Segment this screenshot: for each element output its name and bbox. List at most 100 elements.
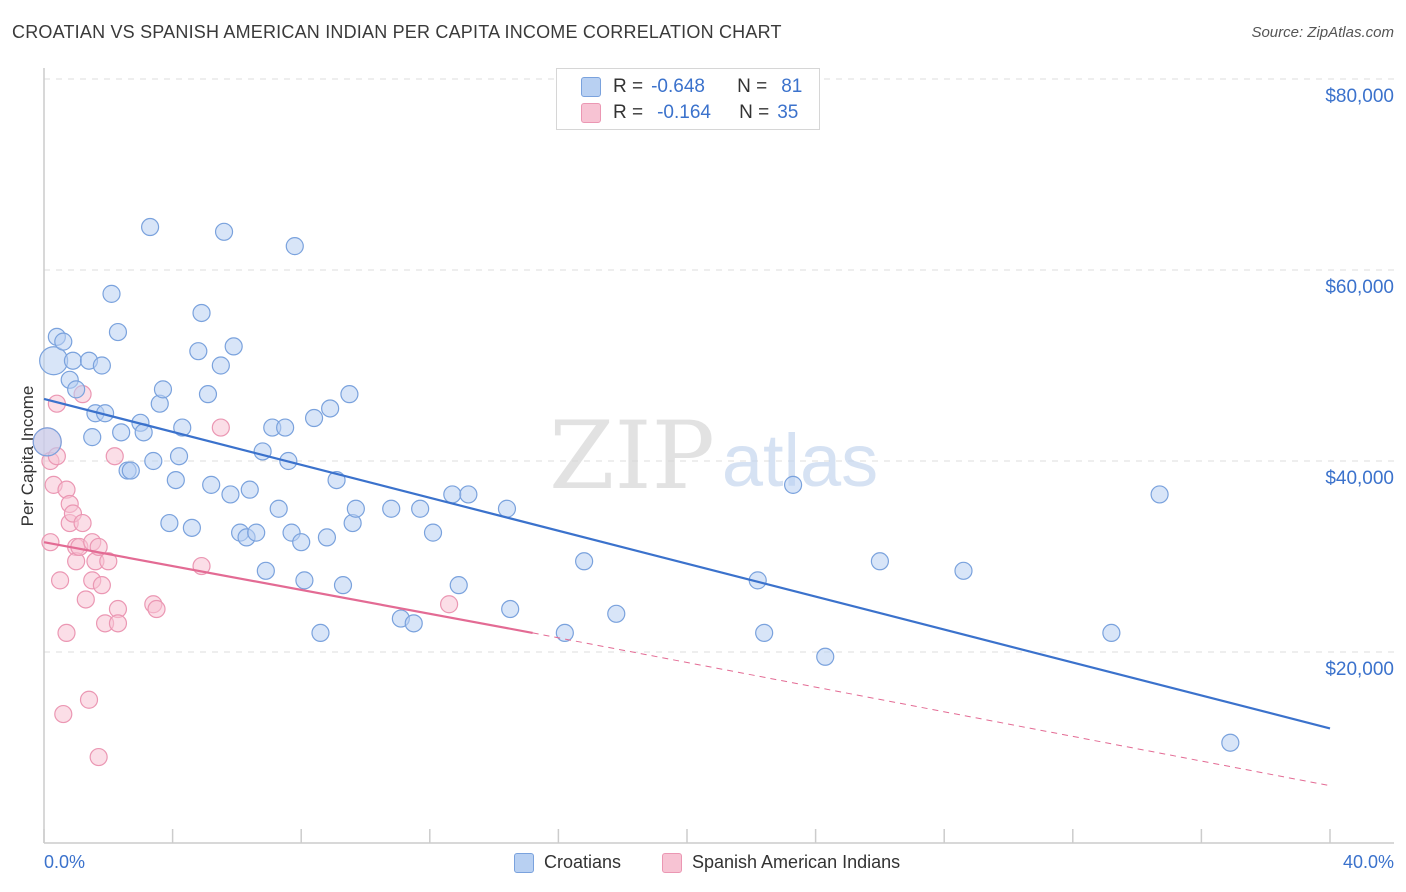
data-point [39, 346, 69, 376]
data-point [108, 614, 128, 633]
data-point [166, 471, 185, 490]
data-point [73, 513, 92, 533]
data-point [108, 322, 128, 342]
data-point [112, 423, 131, 442]
legend-row-spanish-american-indians: R = -0.164 N = 35 [581, 101, 798, 125]
data-point [954, 561, 973, 580]
chart-title: CROATIAN VS SPANISH AMERICAN INDIAN PER … [12, 22, 782, 42]
watermark: ZIP atlas [549, 402, 878, 511]
data-point [224, 337, 243, 356]
bottom-legend-label-croatians: Croatians [544, 852, 622, 872]
data-point [169, 447, 189, 466]
data-point [67, 380, 86, 399]
data-point [346, 499, 365, 518]
correlation-legend: R = -0.648 N = 81 R = -0.164 N = 35 [556, 68, 820, 130]
data-point [54, 332, 73, 351]
data-point [192, 303, 211, 323]
data-point [63, 351, 83, 370]
data-point [439, 595, 459, 614]
data-point [304, 408, 324, 428]
data-point [295, 571, 314, 590]
data-point [214, 222, 234, 241]
data-point [99, 552, 118, 571]
legend-r-value: -0.164 [657, 102, 711, 123]
data-point [411, 499, 430, 518]
data-point [144, 451, 163, 471]
data-point [575, 552, 594, 571]
data-point [340, 385, 359, 404]
legend-n-value: 35 [777, 102, 799, 123]
data-point [321, 399, 340, 418]
data-point [555, 623, 574, 643]
legend-r-value: -0.648 [651, 76, 705, 97]
y-tick-label-40000: $40,000 [1325, 468, 1394, 489]
data-point [160, 513, 179, 533]
data-point [102, 284, 121, 303]
data-point [153, 380, 173, 399]
legend-n-label: N = [737, 76, 768, 97]
legend-r-label: R = [613, 76, 644, 97]
trend-lines [43, 397, 1331, 787]
data-point [311, 623, 330, 643]
data-point [404, 614, 423, 633]
data-point [816, 647, 835, 666]
legend-r-label: R = [613, 102, 644, 123]
data-point [105, 447, 124, 466]
data-point [497, 499, 517, 518]
data-point [276, 418, 295, 437]
gridlines [44, 78, 1394, 653]
data-point [333, 576, 353, 595]
data-point [221, 485, 240, 504]
data-point [443, 485, 462, 504]
data-point [783, 475, 803, 494]
data-point [423, 523, 443, 542]
data-point [449, 576, 468, 595]
data-point [32, 427, 62, 457]
data-point [121, 461, 140, 480]
x-tick-label-max: 40.0% [1342, 852, 1394, 872]
data-point [382, 499, 401, 518]
data-point [269, 499, 288, 518]
axes [43, 68, 1394, 844]
bottom-legend-label-spanish-american-indians: Spanish American Indians [692, 852, 901, 872]
data-point [92, 356, 111, 375]
data-point [1150, 485, 1169, 504]
data-point [292, 533, 311, 552]
data-point [92, 576, 111, 595]
trend-line-spanish-american-indians [43, 541, 533, 634]
data-point [54, 704, 73, 724]
legend-n-label: N = [739, 102, 770, 123]
series-croatians [32, 217, 1240, 752]
x-tick-label-min: 0.0% [44, 852, 86, 872]
data-point [202, 475, 221, 494]
data-point [247, 523, 266, 542]
data-point [501, 599, 520, 619]
data-point [211, 356, 230, 375]
legend-n-value: 81 [781, 76, 803, 97]
bottom-legend-swatch-croatians [514, 852, 534, 873]
data-point [83, 428, 102, 447]
data-point [317, 528, 337, 547]
data-point [50, 571, 70, 590]
data-point [870, 552, 890, 571]
legend-swatch-croatians [581, 77, 601, 97]
data-point [140, 217, 160, 237]
data-point [147, 599, 166, 619]
data-point [57, 623, 76, 643]
trend-line-croatians [43, 397, 1331, 730]
data-point [256, 561, 275, 580]
data-point [89, 747, 108, 767]
data-point [182, 518, 201, 537]
data-point [173, 418, 192, 437]
data-point [755, 623, 774, 643]
data-point [211, 418, 230, 437]
data-point [79, 690, 99, 709]
source-credit: Source: ZipAtlas.com [1251, 24, 1394, 41]
data-point [76, 590, 95, 609]
data-point [285, 237, 304, 256]
data-point [198, 385, 218, 404]
legend-swatch-spanish-american-indians [581, 103, 601, 123]
watermark-zip: ZIP [549, 402, 715, 511]
data-point [607, 604, 626, 623]
